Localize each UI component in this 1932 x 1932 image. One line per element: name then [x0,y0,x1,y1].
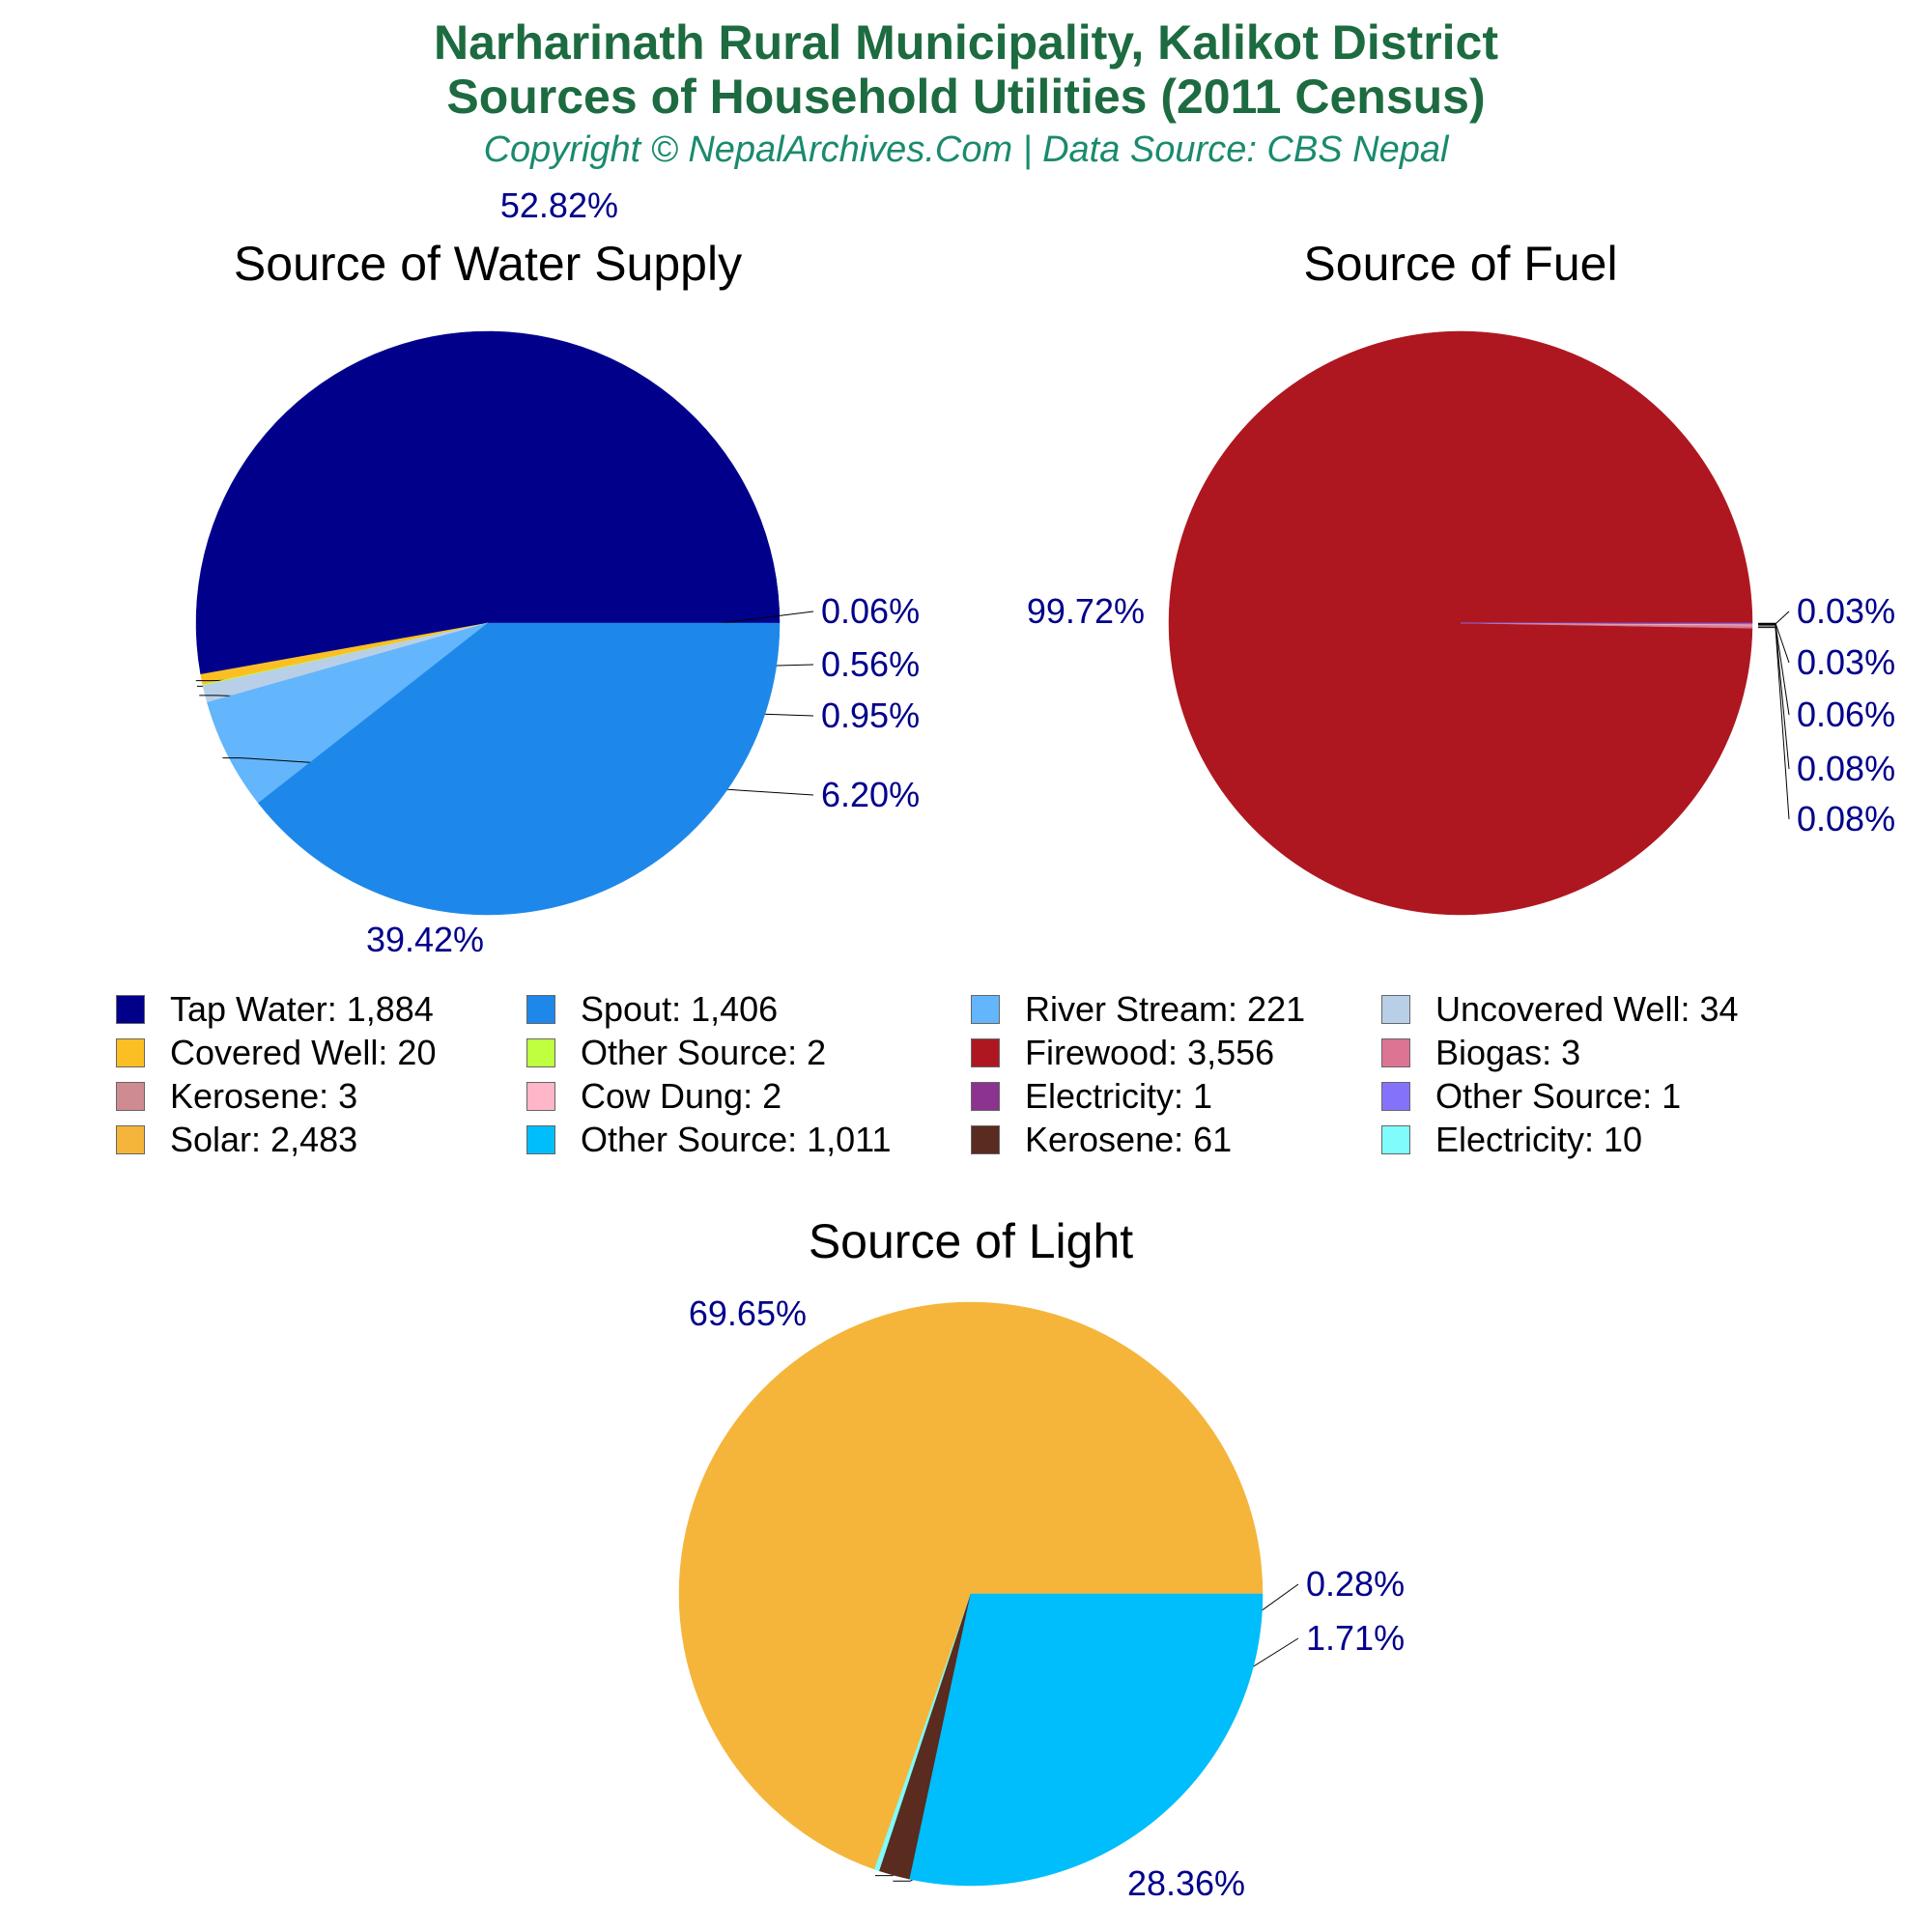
legend-item: Cow Dung: 2 [526,1074,971,1118]
legend-label: Biogas: 3 [1435,1033,1580,1073]
legend-swatch [116,995,145,1024]
legend-label: Other Source: 1,011 [581,1120,892,1160]
legend-swatch [1381,995,1410,1024]
legend-swatch [116,1082,145,1111]
pie-label-3-4: 28.36% [1127,1863,1245,1903]
legend-item: Tap Water: 1,884 [116,987,526,1031]
pie-label-2-4: 0.06% [1797,695,1895,734]
legend-swatch [116,1038,145,1067]
pie-label-1-1: 52.82% [500,185,618,225]
pie-label-2-6: 0.03% [1797,642,1895,682]
legend-row: Covered Well: 20 Other Source: 2 Firewood:… [116,1031,1855,1074]
legend-label: Kerosene: 61 [1025,1120,1232,1160]
legend-swatch [526,1082,555,1111]
pie-label-1-2: 0.56% [821,644,920,684]
legend-swatch [526,1038,555,1067]
legend-row: Kerosene: 3 Cow Dung: 2 Electricity: 1 Othe… [116,1074,1855,1118]
pie-label-2-3: 0.08% [1797,749,1895,788]
legend-item: Firewood: 3,556 [971,1031,1381,1074]
legend-label: Spout: 1,406 [581,989,778,1030]
legend-item: Electricity: 10 [1381,1118,1787,1161]
pie-label-3-1: 69.65% [689,1293,807,1333]
legend-swatch [1381,1082,1410,1111]
legend-label: Tap Water: 1,884 [170,989,434,1030]
legend-item: Other Source: 2 [526,1031,971,1074]
pie-leader-2-5 [1758,611,1789,624]
pie-label-1-4: 0.95% [821,696,920,735]
legend-label: Solar: 2,483 [170,1120,357,1160]
legend-swatch [971,1082,1000,1111]
pie-label-3-2: 0.28% [1306,1564,1405,1604]
legend-swatch [526,1125,555,1154]
legend-swatch [526,995,555,1024]
legend-label: Uncovered Well: 34 [1435,989,1739,1030]
pie-label-1-6: 39.42% [366,920,484,959]
legend-item: Kerosene: 3 [116,1074,526,1118]
legend-swatch [971,995,1000,1024]
legend-swatch [1381,1038,1410,1067]
pie-title-3: Source of Light [809,1214,1133,1268]
legend-item: Uncovered Well: 34 [1381,987,1787,1031]
legend-swatch [1381,1125,1410,1154]
pie-chart-2: Source of Fuel 99.72% 0.08% 0.08% 0.06% 0.03%… [1027,237,1895,915]
legend-label: Electricity: 10 [1435,1120,1642,1160]
legend-item: Spout: 1,406 [526,987,971,1031]
legend-swatch [971,1038,1000,1067]
legend-item: River Stream: 221 [971,987,1381,1031]
pie-label-1-3: 0.06% [821,591,920,631]
pie-leader-2-6 [1758,623,1789,663]
pie-chart-1: Source of Water Supply 52.82% 0.56% 0.06% 0.… [196,185,920,959]
pie-leader-2-4 [1758,625,1789,715]
pie-label-1-5: 6.20% [821,775,920,814]
pie-title-2: Source of Fuel [1303,237,1617,291]
legend-label: Kerosene: 3 [170,1076,357,1117]
legend-item: Biogas: 3 [1381,1031,1787,1074]
legend-label: Cow Dung: 2 [581,1076,781,1117]
legend-item: Covered Well: 20 [116,1031,526,1074]
pie-label-2-2: 0.08% [1797,799,1895,838]
legend-row: Solar: 2,483 Other Source: 1,011 Kerosene:… [116,1118,1855,1161]
pie-title-1: Source of Water Supply [234,237,742,291]
legend-label: Electricity: 1 [1025,1076,1212,1117]
legend-item: Electricity: 1 [971,1074,1381,1118]
legend-label: Covered Well: 20 [170,1033,436,1073]
legend-swatch [971,1125,1000,1154]
pie-slice-3-4 [910,1594,1263,1886]
legend: Tap Water: 1,884 Spout: 1,406 River Stream… [116,987,1855,1161]
legend-label: Other Source: 2 [581,1033,826,1073]
legend-item: Other Source: 1 [1381,1074,1787,1118]
legend-item: Solar: 2,483 [116,1118,526,1161]
legend-row: Tap Water: 1,884 Spout: 1,406 River Stream… [116,987,1855,1031]
pie-label-3-3: 1.71% [1306,1618,1405,1658]
pie-label-2-5: 0.03% [1797,591,1895,631]
legend-swatch [116,1125,145,1154]
legend-label: Firewood: 3,556 [1025,1033,1274,1073]
legend-label: Other Source: 1 [1435,1076,1681,1117]
pie-label-2-1: 99.72% [1027,591,1145,631]
legend-item: Kerosene: 61 [971,1118,1381,1161]
legend-item: Other Source: 1,011 [526,1118,971,1161]
legend-label: River Stream: 221 [1025,989,1305,1030]
